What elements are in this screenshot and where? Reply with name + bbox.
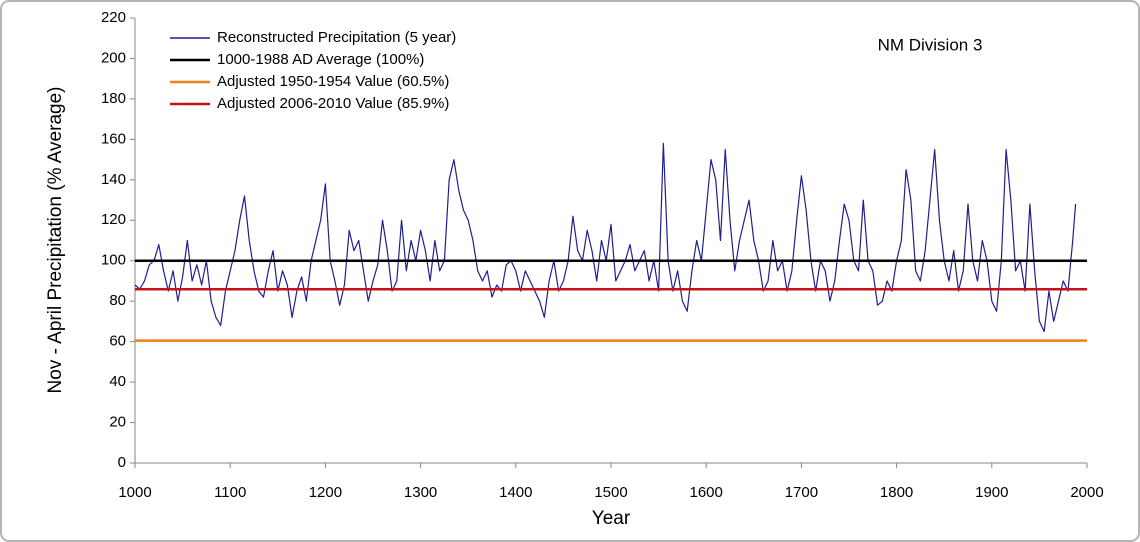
- x-tick-label: 1600: [690, 484, 723, 501]
- y-tick-label: 180: [101, 90, 126, 107]
- legend-label: 1000-1988 AD Average (100%): [217, 51, 424, 68]
- legend-label: Adjusted 1950-1954 Value (60.5%): [217, 73, 449, 90]
- legend-label: Reconstructed Precipitation (5 year): [217, 29, 456, 46]
- legend-label: Adjusted 2006-2010 Value (85.9%): [217, 95, 449, 112]
- y-tick-label: 140: [101, 171, 126, 188]
- x-axis-label: Year: [592, 508, 631, 529]
- x-tick-label: 1100: [214, 484, 246, 501]
- x-tick-label: 1000: [118, 484, 151, 501]
- y-tick-label: 40: [109, 373, 126, 390]
- x-tick-label: 1500: [594, 484, 627, 501]
- y-tick-label: 100: [101, 252, 126, 269]
- x-tick-label: 1900: [975, 484, 1008, 501]
- x-tick-label: 2000: [1070, 484, 1103, 501]
- y-tick-label: 20: [109, 414, 126, 431]
- y-tick-label: 80: [109, 292, 126, 309]
- x-tick-label: 1300: [404, 484, 437, 501]
- annotation: NM Division 3: [878, 35, 983, 54]
- x-tick-label: 1800: [880, 484, 913, 501]
- y-tick-label: 220: [101, 9, 126, 26]
- y-tick-label: 160: [101, 130, 126, 147]
- x-tick-label: 1700: [785, 484, 818, 501]
- x-tick-label: 1200: [309, 484, 342, 501]
- x-tick-label: 1400: [499, 484, 532, 501]
- y-axis-label: Nov - April Precipitation (% Average): [45, 87, 66, 394]
- y-tick-label: 120: [101, 211, 126, 228]
- y-tick-label: 200: [101, 49, 126, 66]
- y-tick-label: 60: [109, 333, 126, 350]
- y-tick-label: 0: [118, 454, 126, 471]
